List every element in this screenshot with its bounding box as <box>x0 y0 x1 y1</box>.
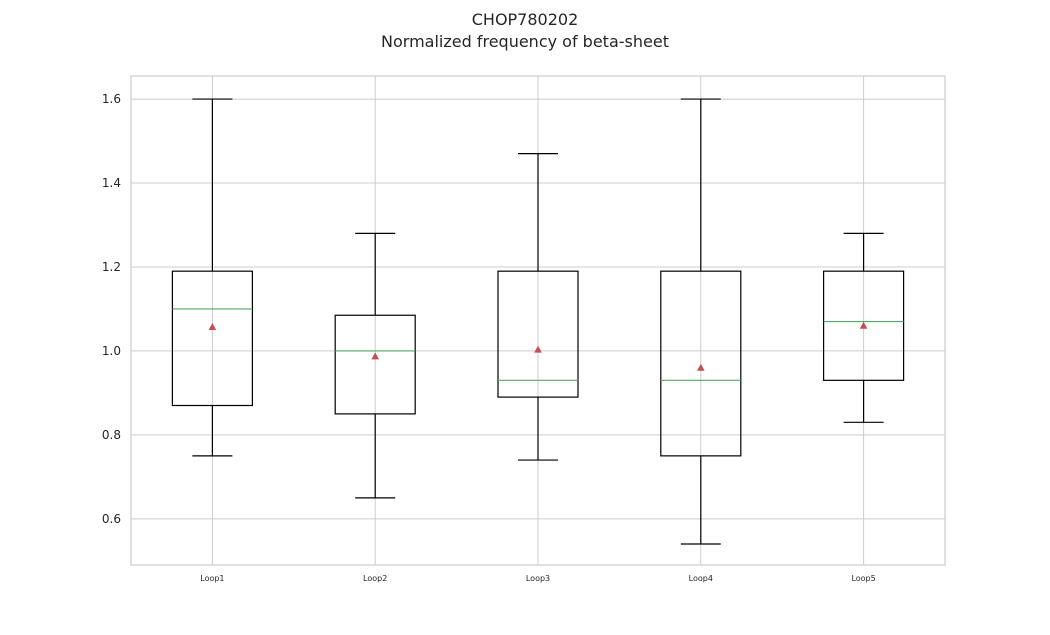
y-tick-label: 1.4 <box>102 176 121 190</box>
y-tick-label: 1.2 <box>102 260 121 274</box>
y-tick-label: 1.6 <box>102 92 121 106</box>
x-tick-label: Loop4 <box>689 574 713 583</box>
x-tick-label: Loop1 <box>200 574 224 583</box>
x-tick-label: Loop2 <box>363 574 387 583</box>
mean-marker <box>859 321 868 329</box>
box-iqr <box>822 270 905 381</box>
mean-marker <box>208 323 217 331</box>
mean-marker <box>697 363 705 371</box>
box-iqr <box>171 270 253 407</box>
y-tick-label: 0.8 <box>102 428 121 442</box>
box-iqr <box>334 314 416 415</box>
plot-frame <box>130 75 946 566</box>
chart-subtitle: Normalized frequency of beta-sheet <box>381 32 669 51</box>
y-tick-label: 0.6 <box>102 512 121 526</box>
chart-title: CHOP780202 <box>471 10 579 29</box>
box-iqr <box>497 270 579 398</box>
x-tick-label: Loop3 <box>526 574 550 583</box>
box-iqr <box>660 270 742 457</box>
mean-marker <box>371 352 379 360</box>
x-tick-label: Loop5 <box>851 574 875 583</box>
mean-marker <box>534 345 542 353</box>
y-tick-label: 1.0 <box>102 344 121 358</box>
